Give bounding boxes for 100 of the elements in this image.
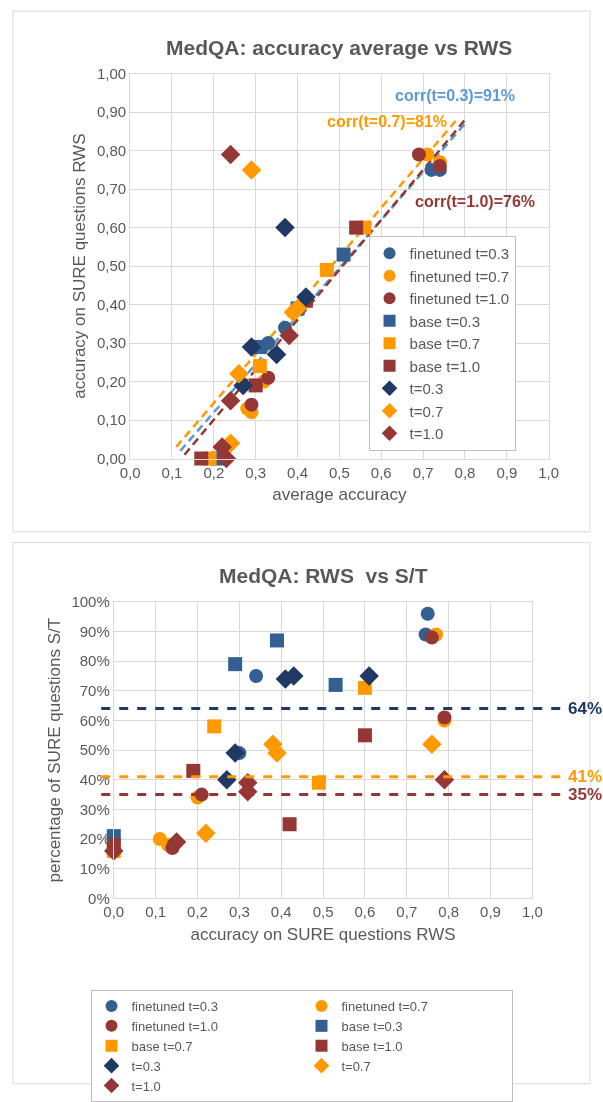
- point: [207, 719, 222, 734]
- x-tick-label: 1,0: [521, 903, 543, 921]
- legend-label: finetuned t=0.7: [341, 999, 428, 1014]
- point: [336, 247, 351, 262]
- y-tick-label: 90%: [79, 622, 110, 640]
- point: [357, 680, 372, 695]
- point: [249, 669, 264, 683]
- x-tick-label: 0,1: [145, 903, 167, 921]
- point: [220, 144, 241, 165]
- y-tick-label: 30%: [79, 800, 110, 818]
- x-tick-label: 0,8: [438, 903, 460, 921]
- x-tick-label: 0,9: [496, 463, 518, 481]
- point: [359, 666, 379, 686]
- point: [252, 359, 267, 374]
- y-tick-label: 100%: [71, 593, 110, 611]
- point: [319, 262, 334, 277]
- point: [261, 370, 276, 385]
- point: [270, 633, 285, 648]
- y-tick-label: 1,00: [96, 64, 127, 82]
- legend-label: base t=0.7: [131, 1038, 193, 1054]
- legend-label: finetuned t=0.3: [409, 245, 510, 263]
- x-tick-label: 0,6: [370, 463, 392, 481]
- point: [196, 823, 216, 843]
- legend-label: base t=0.7: [409, 335, 481, 353]
- chart-title: MedQA: RWS vs S/T: [219, 564, 428, 587]
- x-tick-label: 0,2: [203, 463, 225, 481]
- legend-label: t=1.0: [131, 1078, 161, 1094]
- point: [228, 657, 243, 672]
- point: [241, 337, 262, 357]
- x-tick-label: 0,1: [161, 463, 183, 481]
- y-tick-label: 0,20: [96, 372, 127, 390]
- legend-label: t=0.7: [409, 402, 444, 420]
- point: [349, 220, 364, 235]
- point: [248, 378, 263, 393]
- y-tick-label: 0,90: [96, 103, 127, 121]
- point: [241, 160, 262, 180]
- point: [424, 630, 439, 645]
- ref-line-label: 35%: [568, 785, 603, 804]
- ref-line-label: 41%: [568, 767, 603, 786]
- point: [212, 437, 232, 457]
- legend-label: t=1.0: [409, 425, 444, 443]
- legend-label: t=0.7: [341, 1058, 371, 1074]
- legend-label: finetuned t=1.0: [409, 290, 510, 308]
- series-label: corr(t=1.0)=76%: [415, 193, 536, 210]
- y-tick-label: 0,30: [96, 334, 127, 352]
- x-tick-label: 0,9: [480, 903, 501, 921]
- x-axis-title: accuracy on SURE questions RWS: [190, 924, 456, 944]
- point: [275, 217, 295, 238]
- x-tick-label: 0,2: [187, 903, 208, 921]
- point: [279, 325, 299, 346]
- x-tick-label: 0,4: [287, 463, 308, 481]
- legend-label: t=0.3: [409, 380, 444, 398]
- legend-label: finetuned t=0.3: [131, 999, 218, 1014]
- legend-label: t=0.3: [131, 1058, 161, 1074]
- x-tick-label: 0,5: [312, 903, 334, 921]
- y-tick-label: 0,10: [96, 411, 127, 429]
- point: [267, 743, 287, 763]
- y-tick-label: 0,40: [96, 295, 127, 313]
- legend-label: base t=1.0: [341, 1038, 403, 1054]
- legend-label: base t=0.3: [409, 312, 481, 330]
- legend-label: finetuned t=1.0: [131, 1018, 218, 1034]
- point: [217, 770, 237, 790]
- y-tick-label: 70%: [79, 682, 110, 700]
- x-tick-label: 0,5: [328, 463, 350, 481]
- y-tick-label: 0,80: [96, 141, 127, 159]
- point: [357, 728, 372, 743]
- point: [244, 397, 259, 412]
- x-tick-label: 0,7: [412, 463, 434, 481]
- point: [328, 677, 343, 692]
- legend-label: base t=1.0: [409, 357, 481, 375]
- point: [296, 287, 316, 307]
- x-tick-label: 0,7: [396, 903, 418, 921]
- y-axis-title: accuracy on SURE questions RWS: [70, 133, 90, 399]
- ref-line-label: 64%: [568, 699, 603, 718]
- x-tick-label: 0,3: [245, 463, 267, 481]
- legend-label: finetuned t=0.7: [409, 267, 510, 285]
- y-tick-label: 0,50: [96, 257, 127, 275]
- point: [282, 817, 297, 832]
- series-label: corr(t=0.3)=91%: [395, 87, 516, 104]
- y-tick-label: 40%: [79, 771, 110, 789]
- point: [422, 734, 442, 754]
- point: [220, 391, 241, 411]
- legend-label: base t=0.3: [341, 1018, 403, 1034]
- y-tick-label: 50%: [79, 741, 110, 759]
- y-tick-label: 10%: [79, 859, 110, 877]
- chart-title: MedQA: accuracy average vs RWS: [166, 36, 513, 59]
- point: [420, 606, 435, 621]
- y-tick-label: 60%: [79, 711, 110, 729]
- point: [229, 364, 249, 384]
- y-axis-title: percentage of SURE questions S/T: [44, 617, 64, 883]
- x-tick-label: 0,8: [454, 463, 476, 481]
- point: [266, 344, 287, 365]
- series-label: corr(t=0.7)=81%: [327, 113, 448, 130]
- x-tick-label: 1,0: [538, 463, 560, 481]
- y-tick-label: 80%: [79, 652, 110, 670]
- point: [166, 832, 187, 852]
- x-tick-label: 0,4: [270, 903, 292, 921]
- point: [311, 775, 326, 790]
- y-tick-label: 0,60: [96, 218, 127, 236]
- y-tick-label: 0,70: [96, 180, 127, 198]
